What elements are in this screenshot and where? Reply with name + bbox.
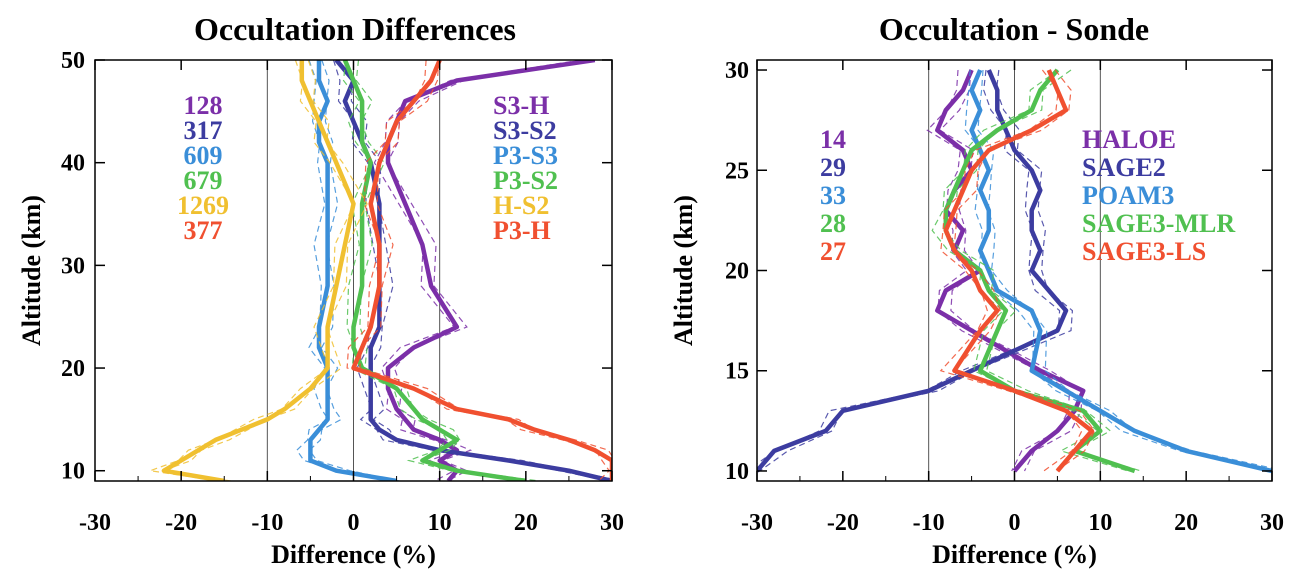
- x-tick-label: 20: [514, 510, 538, 536]
- series-spread-line: [977, 69, 1272, 469]
- series-spread-line: [345, 60, 612, 480]
- y-axis-label: Altitude (km): [669, 195, 698, 346]
- series-p3-s3: [296, 60, 400, 481]
- legend-entry: P3-S3: [493, 141, 558, 170]
- legend-entry: P3-H: [493, 216, 551, 245]
- x-tick-label: -10: [251, 510, 283, 536]
- series-spread-line: [355, 60, 540, 481]
- x-axis-label: Difference (%): [932, 540, 1097, 569]
- sample-count-label: 609: [184, 141, 223, 170]
- series-spread-line: [759, 69, 1074, 472]
- series-line: [342, 60, 527, 481]
- x-tick-label: 20: [1174, 510, 1198, 536]
- series-spread-line: [332, 60, 610, 481]
- series-spread-line: [150, 60, 355, 481]
- series-poam3: [964, 69, 1272, 474]
- sample-count-label: 28: [820, 209, 846, 238]
- series-h-s2: [150, 60, 368, 481]
- x-tick-label: 0: [348, 510, 360, 536]
- series-line: [308, 60, 397, 481]
- series-line: [334, 60, 612, 481]
- series-spread-line: [757, 69, 1061, 465]
- sample-count-label: 14: [820, 125, 846, 154]
- sample-count-label: 29: [820, 153, 846, 182]
- x-tick-label: 30: [600, 510, 624, 536]
- chart-title: Occultation Differences: [194, 11, 516, 47]
- x-tick-label: 10: [1088, 510, 1112, 536]
- series-spread-line: [342, 60, 527, 481]
- y-tick-label: 25: [725, 158, 749, 184]
- series-s3-h: [373, 60, 596, 481]
- legend-entry: SAGE3-MLR: [1082, 209, 1235, 238]
- series-sage3-ls: [939, 69, 1096, 473]
- plot-area: [150, 60, 612, 481]
- series-spread-line: [939, 69, 1084, 472]
- legend-entry: S3-S2: [493, 116, 557, 145]
- legend-entry: S3-H: [493, 91, 549, 120]
- x-tick-label: 30: [1260, 510, 1284, 536]
- x-axis-label: Difference (%): [271, 540, 436, 569]
- y-tick-label: 30: [61, 253, 85, 279]
- series-line: [161, 60, 356, 481]
- x-tick-label: 10: [428, 510, 452, 536]
- y-tick-label: 15: [725, 359, 749, 385]
- series-s3-s2: [332, 60, 612, 481]
- chart-title: Occultation - Sonde: [879, 11, 1149, 47]
- x-tick-label: -10: [913, 510, 945, 536]
- y-tick-label: 10: [725, 459, 749, 485]
- series-line: [757, 69, 1069, 473]
- series-spread-line: [346, 60, 610, 481]
- x-tick-label: 0: [1009, 510, 1021, 536]
- series-line: [969, 69, 1272, 474]
- legend-entry: P3-S2: [493, 166, 558, 195]
- plot-area: [757, 68, 1272, 474]
- series-sage2: [757, 69, 1074, 473]
- series-spread-line: [964, 69, 1272, 472]
- chart-panel-1: Occultation Differences -30 -20 -10 0 10 20 30 1…: [17, 11, 624, 569]
- sample-count-label: 317: [184, 116, 223, 145]
- legend-entry: SAGE3-LS: [1082, 237, 1206, 266]
- y-tick-label: 40: [61, 151, 85, 177]
- y-tick-label: 20: [725, 259, 749, 285]
- y-tick-label: 30: [725, 58, 749, 84]
- y-tick-label: 50: [61, 48, 85, 74]
- legend-entry: H-S2: [493, 191, 549, 220]
- legend-entry: POAM3: [1082, 181, 1174, 210]
- sample-count-label: 679: [184, 166, 223, 195]
- sample-count-label: 33: [820, 181, 846, 210]
- series-line: [943, 68, 1136, 474]
- series-line: [943, 69, 1095, 473]
- legend-entry: HALOE: [1082, 125, 1176, 154]
- chart-panel-2: Occultation - Sonde -30 -20 -10 0 10 20 30 10 15 2…: [669, 11, 1284, 569]
- series-p3-s2: [342, 60, 540, 481]
- x-tick-label: -20: [827, 510, 859, 536]
- sample-count-label: 27: [820, 237, 846, 266]
- y-tick-label: 10: [61, 459, 85, 485]
- y-axis-label: Altitude (km): [17, 195, 46, 346]
- sample-count-label: 377: [184, 216, 223, 245]
- x-tick-label: -30: [79, 510, 111, 536]
- x-tick-label: -20: [165, 510, 197, 536]
- series-spread-line: [162, 60, 368, 481]
- series-line: [351, 60, 612, 481]
- sample-count-label: 1269: [177, 191, 229, 220]
- legend-entry: SAGE2: [1082, 153, 1166, 182]
- y-tick-label: 20: [61, 356, 85, 382]
- x-tick-label: -30: [741, 510, 773, 536]
- sample-count-label: 128: [184, 91, 223, 120]
- series-p3-h: [346, 60, 612, 481]
